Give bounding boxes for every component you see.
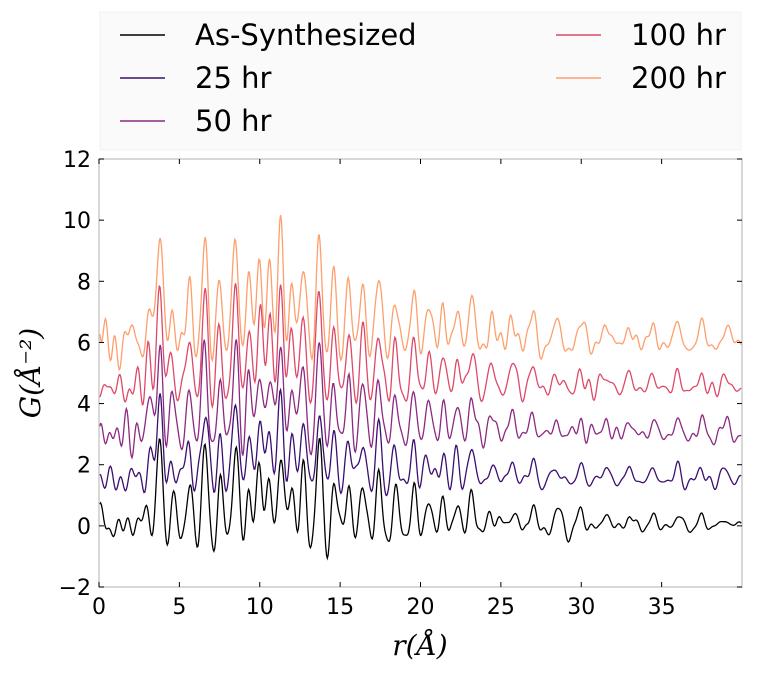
legend-label: 50 hr [195, 104, 271, 138]
x-tick-label: 10 [246, 595, 274, 620]
y-axis-title: G(Å⁻²) [14, 328, 47, 418]
y-axis: −2 0 2 4 6 8 10 12 [59, 148, 742, 601]
x-tick-label: 0 [92, 595, 106, 620]
series-line [99, 437, 742, 561]
y-tick-label: 8 [77, 270, 91, 295]
y-tick-label: 10 [63, 209, 91, 234]
series-line [99, 283, 742, 410]
legend-label: 100 hr [631, 18, 726, 52]
y-tick-label: 6 [77, 331, 91, 356]
x-tick-label: 30 [567, 595, 595, 620]
legend-frame [99, 11, 742, 151]
y-tick-label: −2 [59, 576, 91, 601]
plot-frame [98, 158, 743, 588]
y-tick-label: 0 [77, 515, 91, 540]
series-line [99, 387, 742, 497]
series-line [99, 215, 742, 371]
legend-label: 200 hr [631, 61, 726, 95]
legend-label: 25 hr [195, 61, 271, 95]
x-tick-label: 5 [172, 595, 186, 620]
x-tick-label: 25 [487, 595, 515, 620]
x-tick-label: 15 [326, 595, 354, 620]
legend: As-Synthesized 25 hr 50 hr 100 hr 200 hr [99, 11, 742, 151]
x-axis: 0 5 10 15 20 25 30 35 [92, 159, 676, 620]
y-tick-label: 4 [77, 393, 91, 418]
series-line [99, 339, 742, 460]
legend-label: As-Synthesized [195, 18, 417, 52]
x-axis-title: r(Å) [392, 629, 447, 662]
x-tick-label: 20 [407, 595, 435, 620]
y-tick-label: 2 [77, 454, 91, 479]
series-lines [99, 215, 742, 561]
y-tick-label: 12 [63, 148, 91, 173]
x-tick-label: 35 [648, 595, 676, 620]
